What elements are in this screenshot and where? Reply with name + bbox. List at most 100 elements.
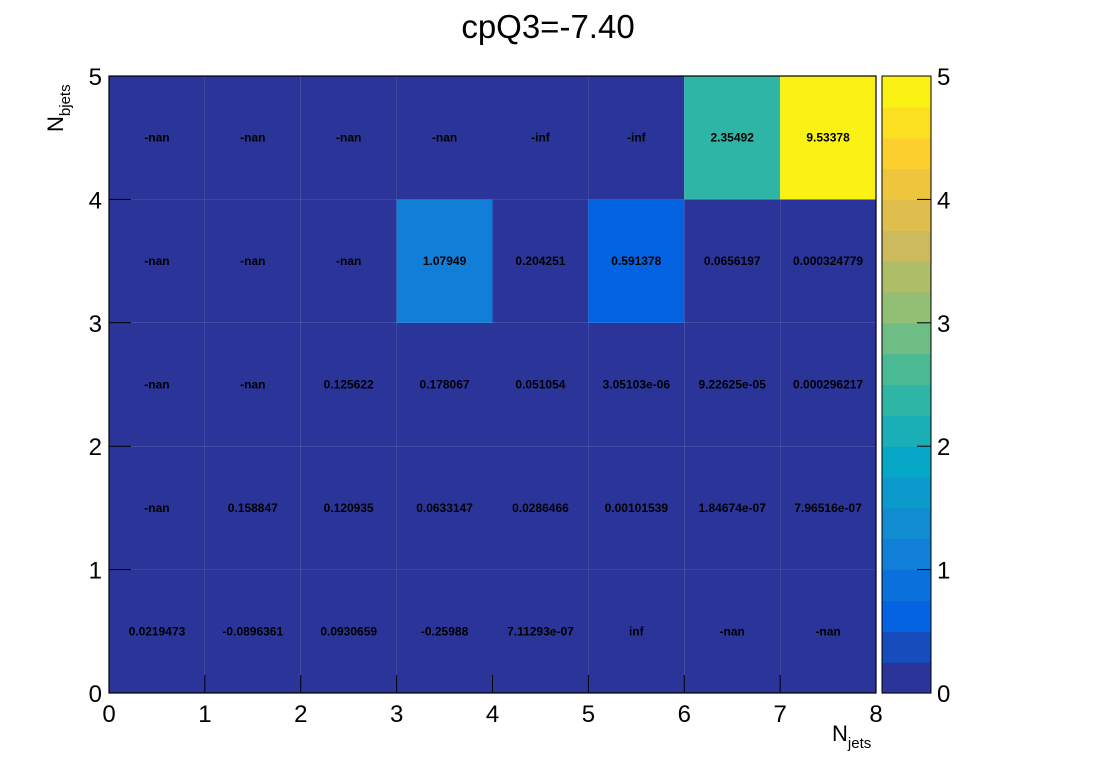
cell-value-label: 0.0930659 bbox=[320, 624, 377, 638]
cell-value-label: -inf bbox=[531, 131, 551, 145]
heatmap-cell bbox=[780, 322, 876, 447]
color-scale-tick-label: 5 bbox=[937, 64, 950, 91]
x-tick-label: 5 bbox=[582, 701, 595, 728]
color-scale-tick-label: 4 bbox=[937, 187, 950, 214]
heatmap-cell bbox=[492, 446, 589, 570]
cell-value-label: 9.22625e-05 bbox=[698, 378, 766, 392]
x-axis-label: Njets bbox=[832, 721, 871, 752]
color-scale-band bbox=[882, 137, 931, 170]
color-scale-band bbox=[882, 76, 931, 108]
cell-value-label: 0.051054 bbox=[515, 378, 565, 392]
heatmap-cell bbox=[492, 199, 589, 323]
cell-value-label: 2.35492 bbox=[710, 131, 754, 145]
heatmap-cell bbox=[588, 322, 685, 447]
x-tick-label: 1 bbox=[198, 701, 211, 728]
cell-value-label: 0.0286466 bbox=[512, 501, 569, 515]
cell-value-label: -nan bbox=[240, 254, 265, 268]
cell-value-label: -nan bbox=[720, 624, 745, 638]
heatmap-cell bbox=[684, 76, 781, 200]
cell-value-label: -inf bbox=[627, 131, 647, 145]
y-axis-ticks: 0 1 2 3 4 5 bbox=[89, 64, 131, 708]
heatmap-cell bbox=[396, 569, 493, 693]
color-scale-band bbox=[882, 384, 931, 416]
heatmap-cell bbox=[396, 199, 493, 323]
heatmap-cell bbox=[684, 446, 781, 570]
heatmap-cell bbox=[204, 76, 301, 200]
color-scale-band bbox=[882, 415, 931, 447]
color-scale-tick-label: 3 bbox=[937, 311, 950, 338]
cell-value-label: 0.158847 bbox=[228, 501, 278, 515]
color-scale-band bbox=[882, 291, 931, 324]
heatmap-cell bbox=[684, 322, 781, 447]
heatmap-cell bbox=[492, 322, 589, 447]
cell-value-label: 0.125622 bbox=[324, 378, 374, 392]
cell-value-label: 1.84674e-07 bbox=[698, 501, 766, 515]
heatmap-cell bbox=[109, 322, 205, 447]
cell-value-label: inf bbox=[629, 624, 645, 638]
cell-value-label: 3.05103e-06 bbox=[603, 378, 671, 392]
color-scale-bar bbox=[881, 75, 932, 694]
color-scale-band bbox=[882, 199, 931, 231]
y-tick-label: 2 bbox=[89, 434, 102, 461]
heatmap-cell bbox=[780, 446, 876, 570]
heatmap-cell bbox=[109, 446, 205, 570]
x-tick-label: 0 bbox=[102, 701, 115, 728]
cell-value-label: 0.178067 bbox=[420, 378, 470, 392]
heatmap-cell bbox=[780, 569, 876, 693]
y-axis-label: Nbjets bbox=[43, 84, 74, 132]
color-scale-band bbox=[882, 322, 931, 355]
cell-value-label: 0.0656197 bbox=[704, 254, 761, 268]
heatmap-cell bbox=[204, 199, 301, 323]
y-axis-label-sub: bjets bbox=[57, 84, 74, 116]
cell-value-label: -nan bbox=[336, 131, 361, 145]
heatmap-cell bbox=[109, 76, 205, 200]
heatmap-cell bbox=[396, 322, 493, 447]
color-scale-band bbox=[882, 353, 931, 386]
x-tick-label: 2 bbox=[294, 701, 307, 728]
color-scale-band bbox=[882, 446, 931, 478]
heatmap-cell bbox=[588, 569, 685, 693]
heatmap-cell bbox=[684, 569, 781, 693]
heatmap-cell bbox=[204, 446, 301, 570]
color-scale-band bbox=[882, 631, 931, 663]
heatmap-cell bbox=[300, 76, 397, 200]
heatmap-cell bbox=[492, 569, 589, 693]
heatmap-cell bbox=[109, 569, 205, 693]
heatmap-cell bbox=[396, 446, 493, 570]
color-scale-band bbox=[882, 569, 931, 602]
y-tick-label: 1 bbox=[89, 558, 102, 585]
color-scale-band bbox=[882, 230, 931, 262]
color-scale-frame bbox=[881, 75, 932, 694]
x-tick-label: 8 bbox=[869, 701, 882, 728]
heatmap-cell-labels: 0.0219473 -0.0896361 0.0930659 -0.25988 7.11… bbox=[129, 131, 864, 639]
cell-value-label: 7.11293e-07 bbox=[507, 624, 574, 638]
color-scale-ticks: 0 1 2 3 4 5 bbox=[917, 64, 950, 708]
cell-value-label: -nan bbox=[240, 378, 265, 392]
y-tick-label: 0 bbox=[89, 681, 102, 708]
cell-value-label: -nan bbox=[336, 254, 361, 268]
color-scale-band bbox=[882, 600, 931, 632]
cell-value-label: -nan bbox=[144, 254, 169, 268]
cell-value-label: -nan bbox=[144, 131, 169, 145]
y-tick-label: 4 bbox=[89, 187, 102, 214]
heatmap-cell bbox=[492, 76, 589, 200]
x-tick-label: 6 bbox=[678, 701, 691, 728]
x-axis-label-sub: jets bbox=[847, 735, 871, 752]
heatmap-cell bbox=[300, 322, 397, 447]
color-scale-band bbox=[882, 477, 931, 509]
x-tick-label: 3 bbox=[390, 701, 403, 728]
cell-value-label: -0.25988 bbox=[421, 624, 469, 638]
chart-title: cpQ3=-7.40 bbox=[461, 8, 634, 45]
y-axis-label-main: N bbox=[43, 116, 68, 132]
cell-value-label: 1.07949 bbox=[423, 254, 467, 268]
y-tick-label: 3 bbox=[89, 311, 102, 338]
heatmap-cell bbox=[780, 199, 876, 323]
color-scale-band bbox=[882, 168, 931, 200]
heatmap-cell bbox=[588, 446, 685, 570]
x-axis-label-main: N bbox=[832, 721, 848, 746]
color-scale-tick-label: 0 bbox=[937, 681, 950, 708]
heatmap-cell bbox=[588, 76, 685, 200]
cell-value-label: -nan bbox=[240, 131, 265, 145]
cell-value-label: 0.120935 bbox=[324, 501, 374, 515]
